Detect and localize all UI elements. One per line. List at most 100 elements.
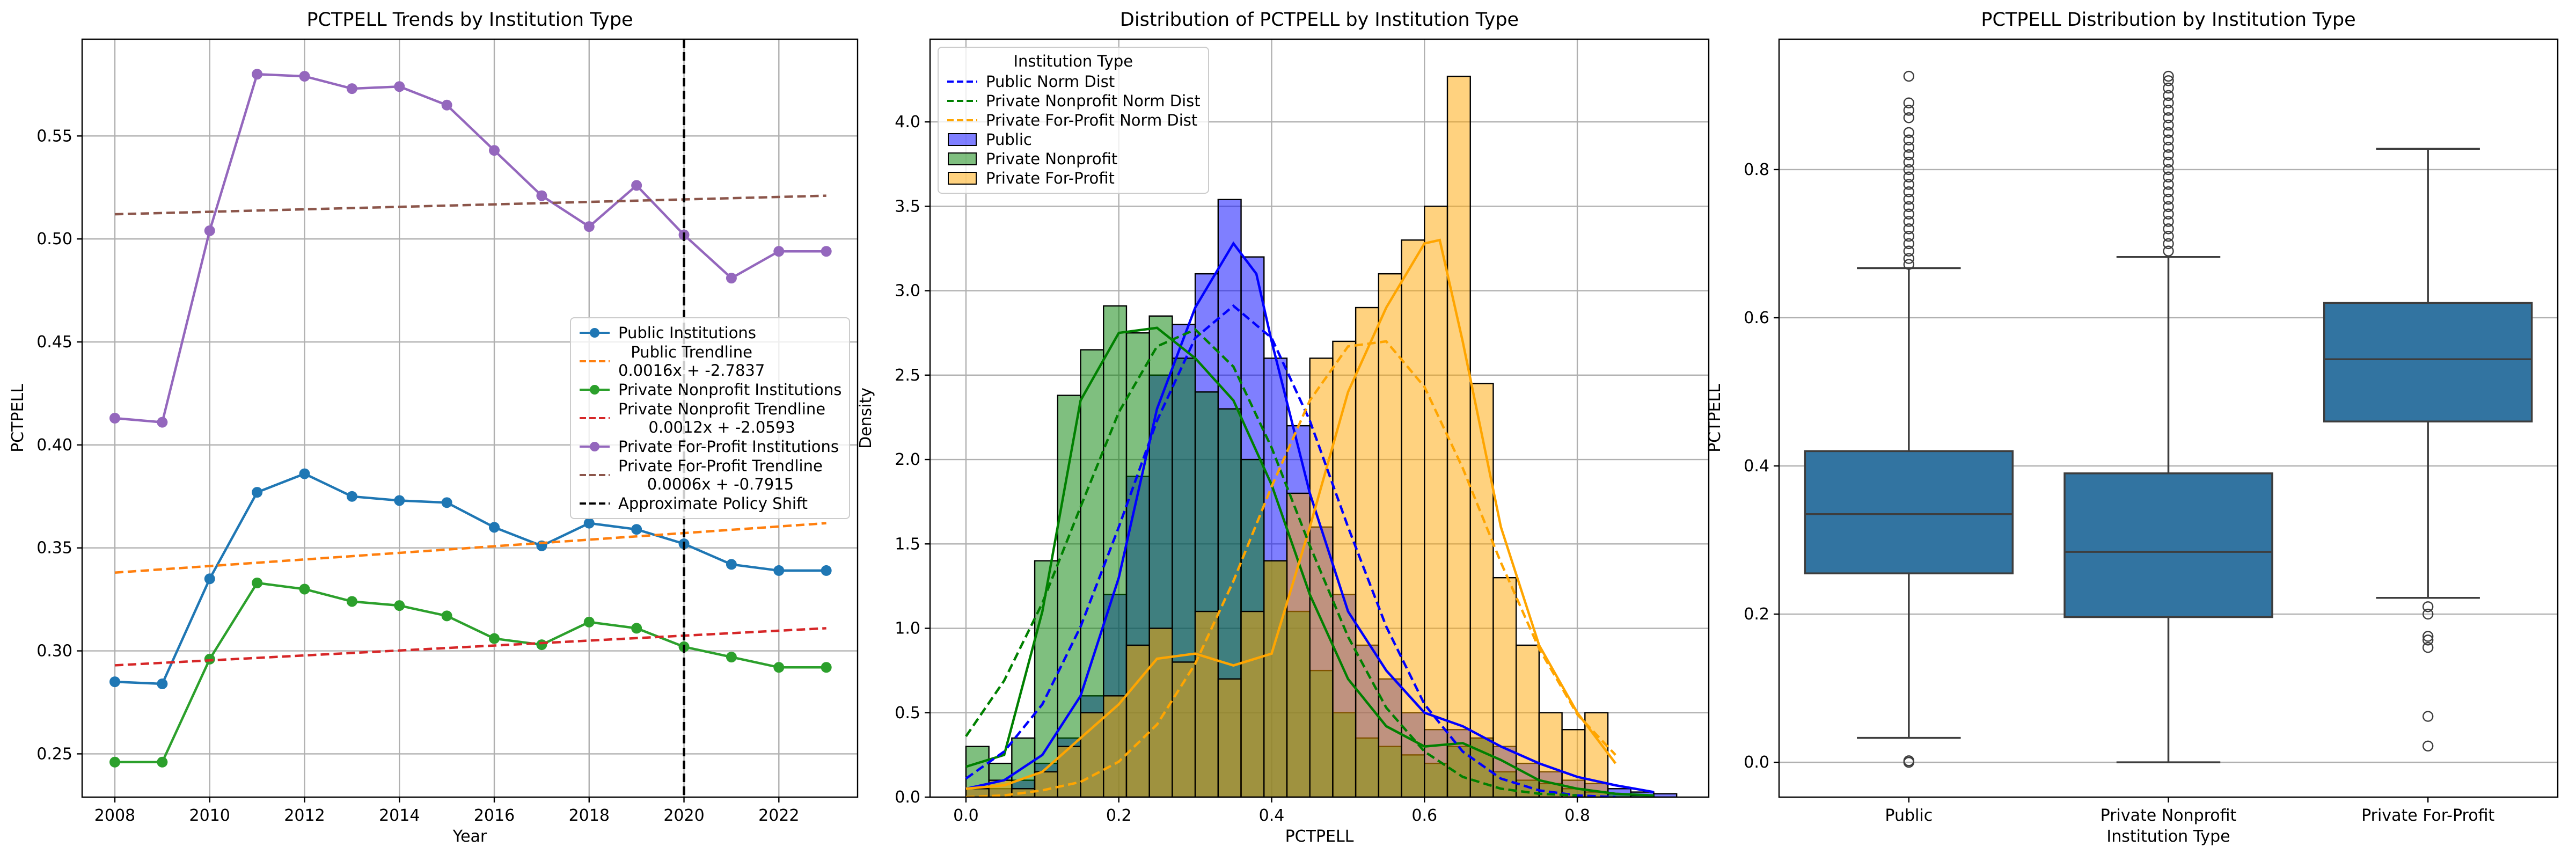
outlier <box>1903 755 1915 767</box>
point <box>631 623 642 634</box>
y-tick-label: 0.40 <box>36 436 72 455</box>
outlier <box>1903 70 1915 82</box>
legend-label: Public Institutions <box>618 324 756 342</box>
y-tick-label: 0.5 <box>895 704 920 723</box>
outlier <box>2163 119 2174 131</box>
legend-item: Public <box>946 130 1201 149</box>
plot-area <box>109 39 832 797</box>
legend-swatch <box>947 119 977 121</box>
legend-item: Approximate Policy Shift <box>579 494 841 513</box>
point <box>583 616 595 627</box>
bar <box>1309 357 1334 797</box>
line-series <box>114 581 826 764</box>
outlier <box>2163 134 2174 145</box>
legend-label: Approximate Policy Shift <box>618 494 808 513</box>
chart-title: Distribution of PCTPELL by Institution T… <box>1120 9 1519 31</box>
legend-item: Private Nonprofit Trendline 0.0012x + -2… <box>579 400 841 436</box>
outlier <box>1903 230 1915 242</box>
kde-line <box>965 326 1654 797</box>
legend-swatch <box>580 360 610 362</box>
point <box>441 610 452 622</box>
point <box>346 491 357 502</box>
point <box>394 81 405 92</box>
outlier <box>2163 208 2174 220</box>
outlier <box>1903 105 1915 116</box>
legend-item: Private Nonprofit Institutions <box>579 381 841 399</box>
outlier <box>1903 171 1915 183</box>
axes: PCTPELL Trends by Institution Type Year PC… <box>9 9 859 846</box>
bar <box>1332 340 1357 797</box>
bar <box>1355 307 1380 797</box>
y-axis-label: PCTPELL <box>1706 384 1724 453</box>
outlier <box>1903 253 1915 264</box>
bar <box>1103 695 1128 797</box>
legend-item: Public Norm Dist <box>946 72 1201 91</box>
legend-label: Private Nonprofit Norm Dist <box>986 92 1201 110</box>
legend-item: Private For-Profit Trendline 0.0006x + -… <box>579 457 841 493</box>
point <box>583 221 595 232</box>
point <box>441 99 452 111</box>
point <box>631 524 642 535</box>
x-axis-label: Institution Type <box>2106 827 2230 846</box>
outlier <box>2163 156 2174 168</box>
outlier <box>1903 134 1915 145</box>
axes: PCTPELL Distribution by Institution Type… <box>1706 9 2559 846</box>
panel: PCTPELL Distribution by Institution Type… <box>1706 9 2559 846</box>
bar <box>1240 610 1265 797</box>
x-axis-label: PCTPELL <box>1285 827 1354 846</box>
point <box>252 69 263 80</box>
legend-item: Public Institutions <box>579 324 841 342</box>
box <box>2063 472 2273 618</box>
outlier <box>2422 711 2434 722</box>
bar <box>1401 239 1425 797</box>
normal-curve <box>965 340 1616 797</box>
outlier <box>2163 82 2174 94</box>
outlier <box>1903 179 1915 190</box>
point <box>773 246 785 257</box>
outlier <box>2163 179 2174 190</box>
x-tick-label: 0.8 <box>1564 806 1590 825</box>
bar <box>1286 492 1311 797</box>
line-series <box>114 194 826 216</box>
outlier <box>1903 97 1915 108</box>
point <box>489 633 500 644</box>
plot-area <box>965 75 1678 797</box>
x-tick-label: 2016 <box>474 806 515 825</box>
outlier <box>2163 127 2174 138</box>
legend-marker <box>590 385 599 395</box>
y-tick-label: 0.2 <box>1744 605 1769 624</box>
outlier <box>2163 238 2174 250</box>
point <box>489 522 500 533</box>
y-tick-label: 0.50 <box>36 230 72 249</box>
legend-swatch <box>947 100 977 102</box>
y-axis-label: Density <box>857 388 875 449</box>
legend-label: Private For-Profit Institutions <box>618 437 839 456</box>
point <box>773 565 785 576</box>
legend-marker <box>590 328 599 338</box>
y-tick-label: 0.30 <box>36 642 72 661</box>
chart-title: PCTPELL Distribution by Institution Type <box>1981 9 2355 31</box>
legend-label: Private Nonprofit Trendline 0.0012x + -2… <box>618 400 826 436</box>
outlier <box>2163 216 2174 227</box>
legend-label: Public Norm Dist <box>986 72 1115 91</box>
legend: Public Institutions Public Trendline 0.00… <box>570 317 851 519</box>
legend-swatch <box>580 442 610 451</box>
outlier <box>1903 216 1915 227</box>
legend-swatch <box>948 172 977 185</box>
point <box>109 756 120 768</box>
legend-item: Private For-Profit Norm Dist <box>946 111 1201 129</box>
y-tick-label: 0.0 <box>895 788 920 807</box>
x-tick-label: 2020 <box>663 806 704 825</box>
outlier <box>2422 631 2434 642</box>
legend-patch <box>948 172 977 185</box>
x-tick-label: 0.6 <box>1411 806 1437 825</box>
bar <box>1446 75 1471 797</box>
bar <box>1492 577 1517 797</box>
legend-label: Private For-Profit Norm Dist <box>986 111 1198 129</box>
point <box>109 676 120 688</box>
legend-swatch <box>947 81 977 83</box>
outlier <box>1903 201 1915 213</box>
axes: Distribution of PCTPELL by Institution T… <box>857 9 1710 846</box>
outlier <box>1903 208 1915 220</box>
